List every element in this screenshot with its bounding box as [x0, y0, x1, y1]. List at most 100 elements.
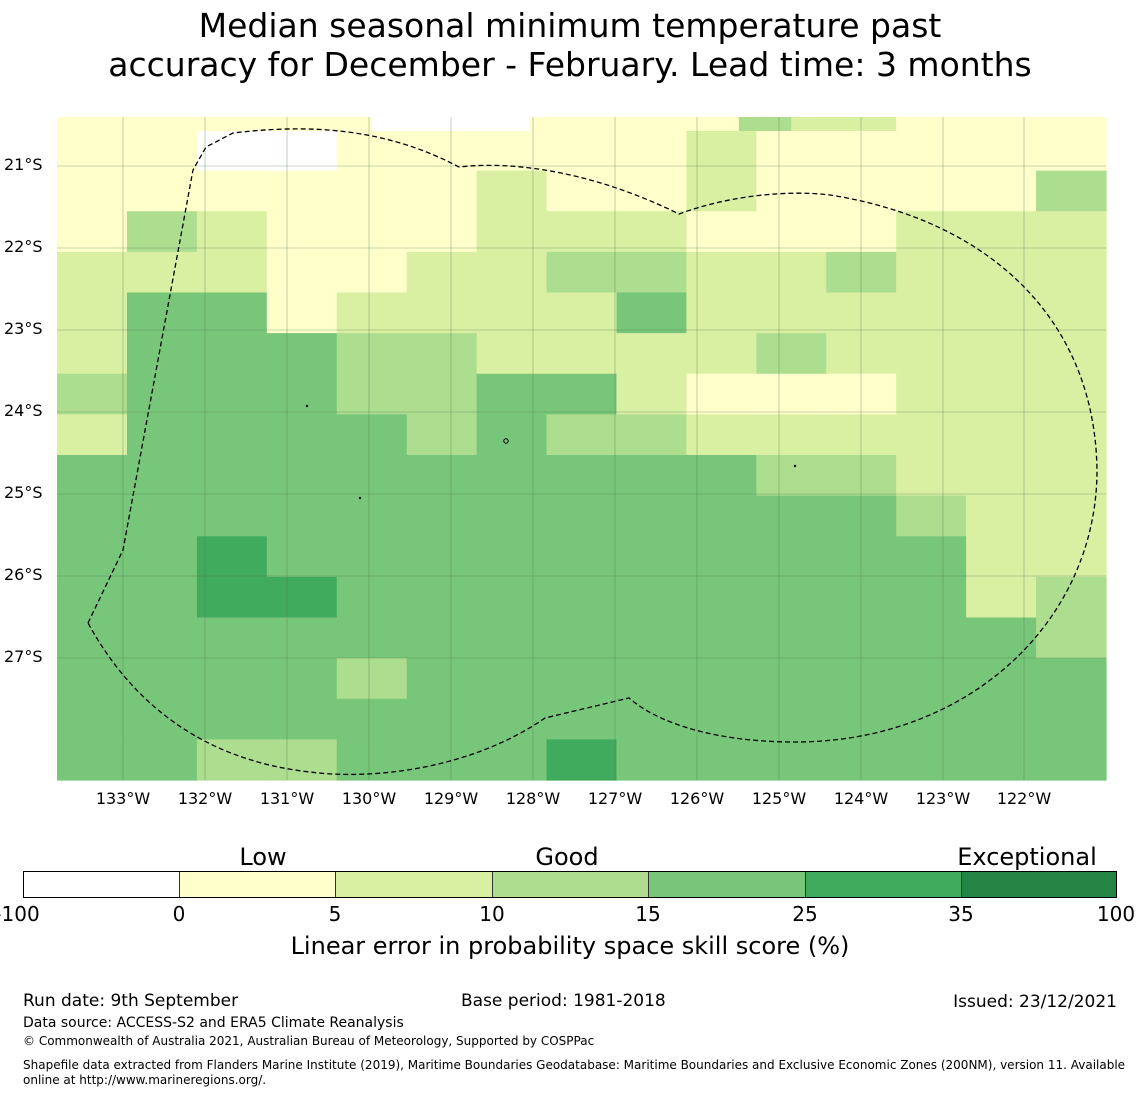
grid-cell [529, 117, 583, 131]
grid-cell [336, 455, 408, 497]
grid-cell [686, 292, 757, 334]
grid-cell [336, 170, 408, 212]
grid-cell [109, 117, 163, 131]
grid-cell [196, 211, 268, 253]
grid-cell [336, 130, 408, 172]
grid-cell [1036, 739, 1107, 781]
grid-cell [266, 414, 338, 456]
grid-cell [686, 414, 757, 456]
grid-cell [616, 698, 687, 740]
grid-cell [738, 117, 792, 131]
lon-label: 127°W [587, 789, 643, 808]
grid-cell [406, 333, 478, 375]
grid-cell [336, 739, 408, 781]
grid-cell [406, 292, 478, 334]
grid-cell [686, 495, 757, 537]
grid-cell [476, 170, 548, 212]
island-marks [305, 404, 797, 500]
grid-cell [126, 698, 198, 740]
grid-cell [196, 536, 268, 578]
grid-cell [336, 536, 408, 578]
grid-cell [756, 536, 827, 578]
grid-cell [57, 658, 128, 700]
lon-label: 130°W [341, 789, 397, 808]
grid-cell [57, 536, 128, 578]
grid-cell [966, 130, 1037, 172]
grid-cell [686, 658, 757, 700]
grid-cell [546, 455, 618, 497]
colorbar-segment [805, 871, 961, 898]
grid-cell [196, 170, 268, 212]
grid-cell [57, 292, 128, 334]
colorbar-segment [179, 871, 335, 898]
grid-cell [1036, 698, 1107, 740]
grid-cell [57, 617, 128, 659]
grid-cell [476, 117, 530, 131]
grid-cell [126, 130, 198, 172]
grid-cell [826, 576, 897, 619]
grid-cell [196, 739, 268, 781]
grid-cell [1036, 455, 1107, 497]
grid-cell [546, 617, 618, 659]
colorbar-frame [23, 871, 1117, 898]
grid-cell [196, 333, 268, 375]
grid-cell [896, 333, 967, 375]
grid-cell [966, 698, 1037, 740]
grid-cell [616, 414, 687, 456]
grid-cell [616, 536, 687, 578]
grid-cell [616, 373, 687, 415]
grid-cell [546, 130, 618, 172]
grid-cell [57, 373, 128, 415]
grid-cell [406, 170, 478, 212]
grid-cell [336, 658, 408, 700]
grid-cell [406, 373, 478, 415]
grid-cell [476, 455, 548, 497]
grid-cell [336, 211, 408, 253]
grid-cell [266, 170, 338, 212]
grid-cell [826, 658, 897, 700]
grid-cell [686, 739, 757, 781]
grid-cell [476, 617, 548, 659]
grid-cell [896, 698, 967, 740]
grid-cell [756, 251, 827, 294]
grid-cell [546, 739, 618, 781]
lon-label: 128°W [505, 789, 561, 808]
grid-cell [791, 117, 845, 131]
colorbar-tick: 100 [1096, 902, 1136, 926]
map-title: Median seasonal minimum temperature past… [0, 6, 1140, 84]
grid-cell [336, 698, 408, 740]
grid-cell [756, 739, 827, 781]
eez-boundary [87, 128, 1098, 776]
grid-cell [1036, 495, 1107, 537]
grid-cell [756, 414, 827, 456]
grid-cell [616, 455, 687, 497]
grid-cell [406, 211, 478, 253]
run-date: Run date: 9th September [23, 991, 239, 1011]
grid-cell [546, 495, 618, 537]
grid-cell [966, 414, 1037, 456]
grid-cell [896, 536, 967, 578]
grid-cell [319, 117, 373, 131]
grid-cell [266, 576, 338, 619]
grid-cell [57, 117, 111, 131]
lat-label: 24°S [4, 401, 43, 420]
grid-cell [126, 617, 198, 659]
grid-cell [266, 373, 338, 415]
grid-cell [826, 739, 897, 781]
grid-cell [371, 117, 425, 131]
grid-cell [1036, 536, 1107, 578]
grid-cell [756, 292, 827, 334]
grid-cell [1036, 170, 1107, 212]
grid-cell [266, 617, 338, 659]
grid-cell [266, 739, 338, 781]
grid-cell [476, 292, 548, 334]
grid-cell [896, 251, 967, 294]
grid-cell [126, 658, 198, 700]
category-good: Good [535, 843, 599, 871]
grid-cell [57, 130, 128, 172]
grid-cell [546, 658, 618, 700]
grid-cell [214, 117, 268, 131]
grid-cell [826, 251, 897, 294]
grid-cell [546, 576, 618, 619]
grid-cell [546, 698, 618, 740]
